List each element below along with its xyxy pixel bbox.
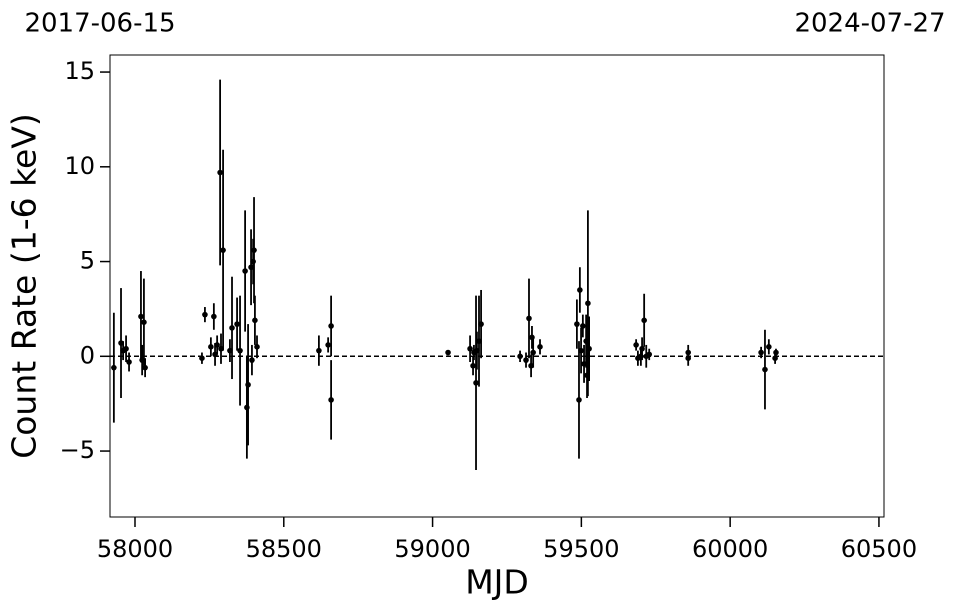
data-point bbox=[251, 247, 257, 253]
data-point bbox=[633, 342, 639, 348]
data-point bbox=[574, 321, 580, 327]
data-point bbox=[523, 357, 529, 363]
y-tick-label: −5 bbox=[60, 436, 95, 464]
y-tick-label: 15 bbox=[64, 57, 95, 85]
data-point bbox=[208, 344, 214, 350]
data-point bbox=[237, 347, 243, 354]
data-point bbox=[578, 347, 584, 354]
data-point bbox=[473, 380, 479, 386]
y-tick-label: 0 bbox=[80, 341, 95, 369]
data-point bbox=[471, 349, 477, 356]
data-point bbox=[537, 344, 543, 350]
data-point bbox=[234, 321, 240, 327]
data-point bbox=[445, 349, 451, 356]
x-tick-label: 60000 bbox=[692, 535, 768, 563]
data-point bbox=[249, 357, 255, 363]
data-point bbox=[577, 287, 583, 293]
data-point bbox=[126, 359, 132, 365]
y-tick-label: 10 bbox=[64, 152, 95, 180]
data-point bbox=[526, 315, 532, 322]
data-point bbox=[328, 323, 334, 329]
data-point bbox=[199, 355, 205, 361]
data-point bbox=[467, 345, 473, 352]
data-point bbox=[138, 313, 144, 320]
data-point bbox=[242, 268, 248, 274]
data-point bbox=[123, 345, 129, 352]
data-point bbox=[470, 362, 476, 369]
data-point bbox=[202, 311, 208, 318]
plot-frame bbox=[109, 54, 885, 518]
data-point bbox=[580, 323, 586, 329]
data-point bbox=[142, 364, 148, 371]
data-point bbox=[685, 355, 691, 361]
x-tick-label: 60500 bbox=[841, 535, 917, 563]
data-point bbox=[586, 345, 592, 352]
data-point bbox=[254, 344, 260, 350]
data-point bbox=[478, 321, 484, 327]
data-point bbox=[252, 317, 258, 324]
data-point bbox=[646, 351, 653, 358]
y-tick-label: 5 bbox=[80, 247, 95, 275]
x-tick-label: 58000 bbox=[97, 535, 173, 563]
data-point bbox=[217, 169, 223, 176]
data-point bbox=[772, 355, 778, 361]
start-date: 2017-06-15 bbox=[24, 9, 175, 39]
x-axis-label: MJD bbox=[465, 563, 529, 602]
data-point bbox=[758, 349, 764, 356]
y-axis-label: Count Rate (1-6 keV) bbox=[5, 113, 44, 459]
x-tick-label: 59500 bbox=[543, 535, 619, 563]
data-point bbox=[766, 344, 772, 350]
data-point bbox=[325, 342, 331, 348]
end-date: 2024-07-27 bbox=[794, 9, 945, 39]
data-point bbox=[517, 353, 523, 360]
data-point bbox=[328, 397, 334, 403]
data-point bbox=[218, 345, 224, 352]
data-point bbox=[639, 345, 645, 352]
data-point bbox=[220, 247, 226, 253]
data-point bbox=[214, 342, 220, 348]
data-point bbox=[641, 317, 647, 324]
x-tick-label: 58500 bbox=[246, 535, 322, 563]
data-point bbox=[530, 349, 536, 356]
data-point bbox=[762, 366, 768, 373]
x-tick-label: 59000 bbox=[394, 535, 470, 563]
data-point bbox=[585, 300, 591, 307]
data-point bbox=[316, 347, 322, 354]
data-point bbox=[773, 349, 779, 356]
data-point bbox=[576, 397, 582, 403]
data-point bbox=[229, 325, 235, 331]
data-point bbox=[111, 364, 117, 371]
data-point bbox=[211, 313, 217, 320]
data-point bbox=[245, 381, 251, 388]
data-point bbox=[141, 319, 147, 325]
